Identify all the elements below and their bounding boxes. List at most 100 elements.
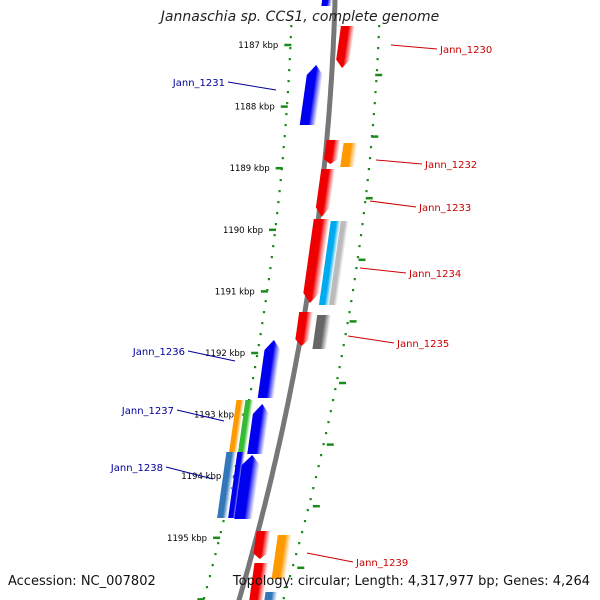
minus-gene-label: Jann_1237: [121, 406, 174, 417]
plus-gene-leader-line: [347, 335, 395, 344]
plus-strand-gene: [303, 219, 330, 303]
minus-gene-label: Jann_1236: [132, 347, 185, 358]
minus-strand-gene: [299, 65, 323, 125]
inner-ruler-dot: [255, 355, 259, 358]
inner-ruler-dot: [203, 597, 206, 600]
minus-strand-gene: [321, 0, 333, 6]
plus-gene-label: Jann_1235: [396, 339, 449, 350]
inner-ruler-dot: [278, 190, 281, 193]
plus-gene-leader-line: [359, 267, 407, 274]
plus-strand-feature: [340, 143, 358, 167]
inner-ruler-dot: [279, 179, 282, 182]
outer-ruler-dot: [371, 124, 375, 127]
minus-strand-gene: [234, 455, 260, 519]
outer-ruler-dot: [344, 333, 347, 336]
outer-ruler-dot: [340, 355, 343, 358]
outer-ruler-dot: [364, 201, 367, 204]
outer-ruler-dot: [327, 421, 330, 424]
outer-ruler-dot: [320, 454, 323, 457]
outer-ruler-dot: [359, 234, 363, 237]
map-title: Jannaschia sp. CCS1, complete genome: [160, 9, 440, 25]
outer-ruler-dot: [314, 476, 318, 479]
plus-strand-feature: [271, 535, 292, 579]
outer-ruler-dot: [334, 388, 337, 391]
inner-ruler-dot: [276, 212, 279, 215]
outer-ruler-dot: [374, 91, 377, 94]
outer-ruler-dot: [362, 212, 365, 215]
plus-gene-label: Jann_1230: [439, 45, 492, 56]
plus-strand-gene: [295, 312, 314, 346]
outer-ruler-dot: [342, 344, 345, 347]
plus-strand-feature: [312, 315, 332, 349]
outer-ruler-dot: [372, 113, 375, 116]
outer-ruler-dot: [377, 47, 380, 50]
outer-ruler-dot: [356, 256, 360, 259]
plus-gene-leader-line: [369, 200, 417, 208]
inner-ruler-dot: [259, 333, 262, 336]
ruler-kbp-label: 1193 kbp: [194, 411, 234, 421]
outer-ruler-dot: [377, 36, 380, 39]
outer-ruler-dot: [353, 278, 356, 281]
ruler-kbp-label: 1188 kbp: [235, 103, 275, 113]
plus-strand-gene: [253, 531, 271, 559]
accession-text: Accession: NC_007802: [8, 574, 156, 589]
inner-ruler-dot: [205, 586, 209, 589]
minus-gene-leader-line: [227, 81, 277, 91]
outer-ruler-dot: [375, 80, 378, 83]
inner-ruler-dot: [286, 91, 289, 94]
outer-ruler-dot: [289, 575, 292, 578]
outer-ruler-dot: [301, 531, 304, 534]
plus-strand-feature: [328, 221, 349, 305]
outer-ruler-dot: [358, 245, 361, 248]
minus-strand-feature: [238, 400, 254, 452]
plus-gene-leader-line: [375, 159, 423, 165]
plus-gene-label: Jann_1233: [418, 203, 471, 214]
minus-gene-label: Jann_1238: [110, 463, 163, 474]
minus-gene-label: Jann_1231: [172, 78, 225, 89]
inner-ruler-dot: [250, 388, 253, 391]
ruler-kbp-label: 1195 kbp: [167, 534, 207, 544]
inner-ruler-dot: [217, 542, 220, 545]
inner-ruler-dot: [219, 531, 222, 534]
minus-strand-feature: [217, 452, 237, 518]
outer-ruler-dot: [325, 432, 328, 435]
outer-ruler-dot: [348, 311, 351, 314]
inner-ruler-dot: [272, 245, 275, 248]
outer-ruler-dot: [329, 410, 332, 413]
outer-ruler-dot: [346, 322, 349, 325]
outer-ruler-dot: [365, 190, 368, 193]
outer-ruler-dot: [282, 597, 285, 600]
plus-gene-leader-line: [306, 552, 354, 563]
inner-ruler-dot: [284, 124, 287, 127]
outer-ruler-dot: [303, 520, 307, 523]
genome-summary-text: Topology: circular; Length: 4,317,977 bp…: [232, 574, 590, 589]
outer-ruler-dot: [317, 465, 320, 468]
ruler-kbp-label: 1189 kbp: [230, 164, 270, 174]
outer-ruler-dot: [312, 487, 315, 490]
minus-strand-feature: [228, 452, 246, 518]
outer-ruler-dot: [309, 498, 312, 501]
outer-ruler-dot: [285, 586, 289, 589]
ruler-kbp-label: 1192 kbp: [205, 349, 245, 359]
inner-ruler-dot: [222, 520, 225, 523]
plus-strand-gene: [336, 26, 355, 68]
inner-ruler-dot: [289, 36, 292, 39]
inner-ruler-dot: [282, 146, 285, 149]
minus-gene-leader-line: [165, 466, 214, 480]
plus-gene-leader-line: [390, 44, 438, 50]
inner-ruler-dot: [252, 377, 255, 380]
inner-ruler-dot: [273, 234, 276, 237]
inner-ruler-dot: [257, 344, 260, 347]
plus-strand-feature: [318, 221, 341, 305]
outer-ruler-dot: [350, 300, 353, 303]
minus-strand-gene: [257, 340, 281, 398]
outer-ruler-dot: [375, 69, 379, 72]
ruler-kbp-label: 1191 kbp: [215, 287, 255, 297]
inner-ruler-dot: [266, 289, 269, 292]
ruler-kbp-label: 1190 kbp: [223, 226, 263, 236]
outer-ruler-dot: [369, 146, 373, 149]
inner-ruler-dot: [261, 322, 264, 325]
inner-ruler-dot: [208, 575, 211, 578]
inner-ruler-dot: [211, 564, 214, 567]
